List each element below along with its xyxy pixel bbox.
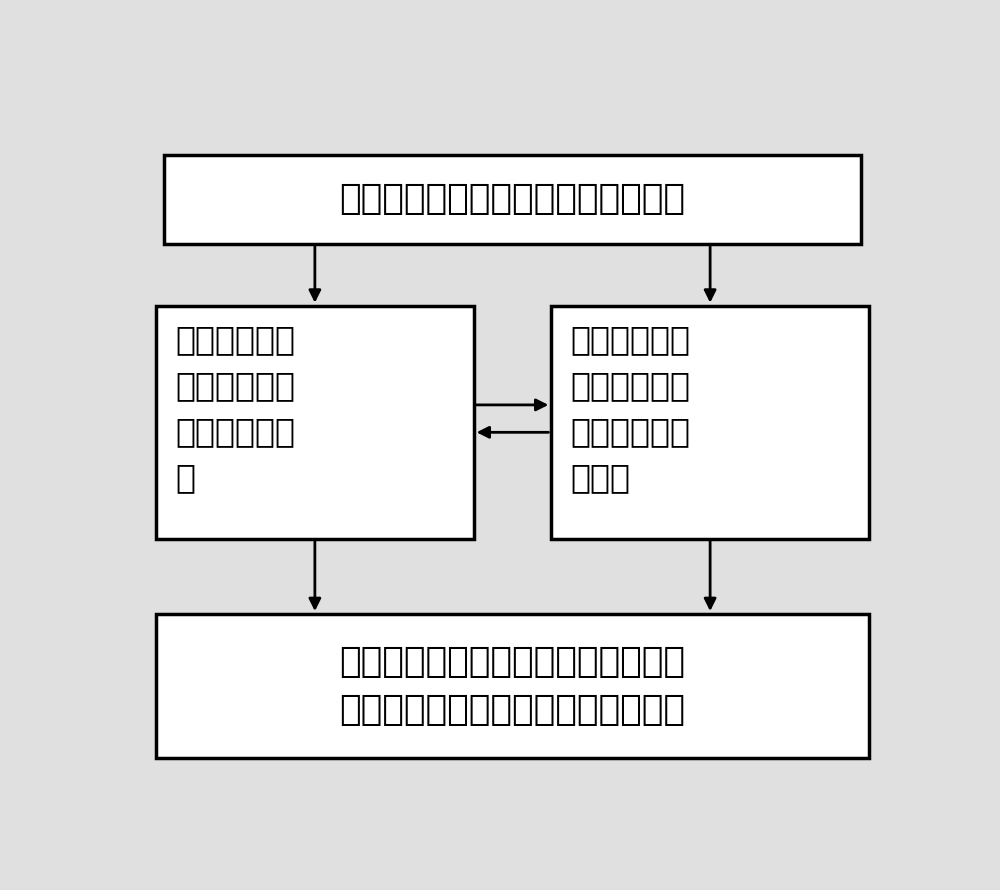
FancyBboxPatch shape xyxy=(551,305,869,538)
FancyBboxPatch shape xyxy=(156,305,474,538)
FancyBboxPatch shape xyxy=(164,155,861,244)
Text: 室内无人机监测数据图像处理分析、
植被垂直带结构识别、结果显示输出: 室内无人机监测数据图像处理分析、 植被垂直带结构识别、结果显示输出 xyxy=(340,645,686,726)
FancyBboxPatch shape xyxy=(156,614,869,758)
Text: 程控作业：规
划航线并按预
定航线自动监
测: 程控作业：规 划航线并按预 定航线自动监 测 xyxy=(175,323,295,494)
Text: 确定调查时间、调查方式和调查精度: 确定调查时间、调查方式和调查精度 xyxy=(340,182,686,216)
Text: 无线电遥控作
业：手动遥控
飞行器进行影
像拍摄: 无线电遥控作 业：手动遥控 飞行器进行影 像拍摄 xyxy=(571,323,691,494)
